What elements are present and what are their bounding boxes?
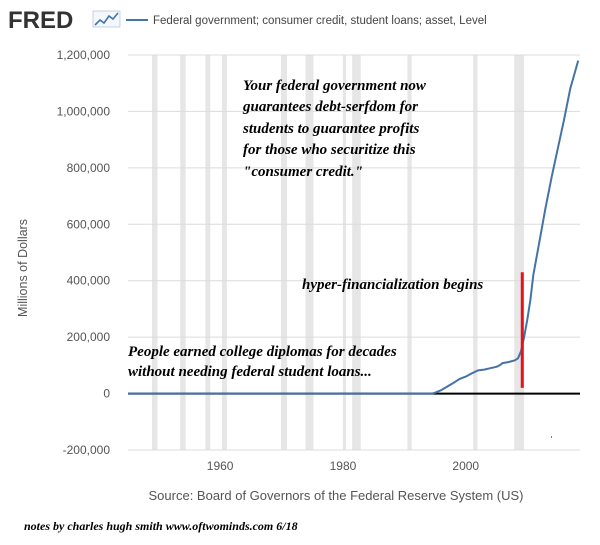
y-tick-label: 0 [103,387,110,401]
recession-bands [151,55,525,450]
series-lines [128,60,580,395]
bottom-note-line-1: People earned college diplomas for decad… [128,344,397,360]
top-note-line-2: guarantees debt-serfdom for [242,99,418,115]
x-tick-label: 2000 [452,459,479,473]
fred-logo-graph-icon [92,10,121,28]
top-note-line-5: "consumer credit." [243,164,363,180]
fred-logo: FRED [8,7,121,34]
y-tick-label: 1,000,000 [57,104,111,118]
recession-band-2 [180,55,186,450]
x-tick-labels: 1960 1980 2000 [207,459,480,473]
y-tick-label: 800,000 [67,161,111,175]
y-axis-label: Millions of Dollars [16,219,30,317]
recession-band-9 [407,55,412,450]
recession-band-10 [473,55,478,450]
bottom-note: People earned college diplomas for decad… [128,344,397,380]
y-tick-label: 1,200,000 [57,48,111,62]
top-note: Your federal government now guarantees d… [242,78,427,180]
recession-band-11 [514,55,525,450]
y-tick-label: 400,000 [67,274,111,288]
y-tick-label: -200,000 [63,443,111,457]
top-note-line-1: Your federal government now [243,78,427,94]
recession-band-8 [352,55,361,450]
recession-band-3 [205,55,211,450]
recession-band-5 [280,55,288,450]
x-tick-label: 1980 [330,459,357,473]
fred-logo-text: FRED [8,7,73,34]
gridlines [128,54,580,451]
top-note-line-4: for those who securitize this [243,142,416,158]
bottom-note-line-2: without needing federal student loans... [128,364,372,380]
y-tick-label: 600,000 [67,217,111,231]
legend-label: Federal government; consumer credit, stu… [153,15,487,27]
credits-note: notes by charles hugh smith www.oftwomin… [24,519,298,533]
series-line-1 [128,60,580,395]
recession-band-6 [305,55,314,450]
recession-band-4 [221,55,227,450]
y-tick-labels: -200,000 0 200,000 400,000 600,000 800,000 1,0… [57,48,111,457]
source-note: Source: Board of Governors of the Federa… [149,488,524,503]
recession-band-1 [151,55,158,450]
recession-band-7 [342,55,347,450]
marker-label: hyper-financialization begins [302,277,483,293]
x-tick-label: 1960 [207,459,234,473]
y-tick-label: 200,000 [67,330,111,344]
top-note-line-3: students to guarantee profits [242,121,419,137]
